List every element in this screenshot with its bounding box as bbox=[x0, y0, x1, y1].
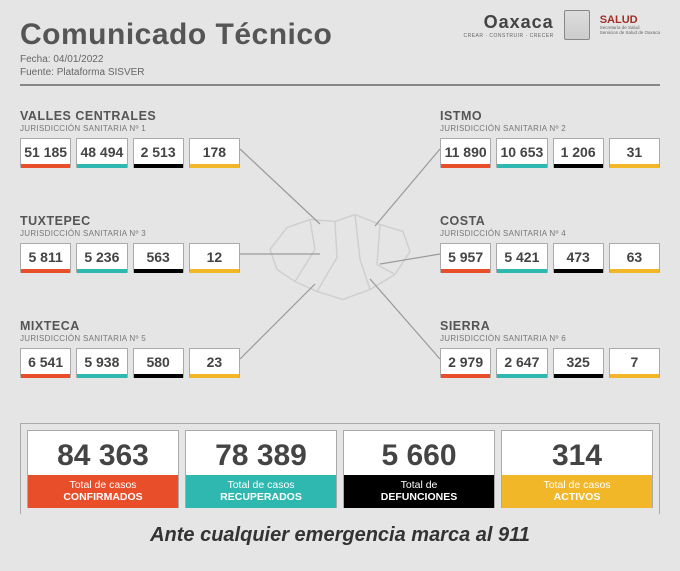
regions-area: VALLES CENTRALESJURISDICCIÓN SANITARIA N… bbox=[20, 104, 660, 409]
logo-oaxaca-text: Oaxaca bbox=[463, 12, 553, 33]
total-activos-label: Total de casos ACTIVOS bbox=[502, 475, 652, 508]
total-defunciones-value: 5 660 bbox=[344, 431, 494, 475]
cell-activos: 12 bbox=[189, 243, 240, 273]
total-activos: 314 Total de casos ACTIVOS bbox=[501, 430, 653, 508]
cell-confirmados: 11 890 bbox=[440, 138, 491, 168]
cell-confirmados: 5 811 bbox=[20, 243, 71, 273]
cell-defunciones: 563 bbox=[133, 243, 184, 273]
cell-confirmados: 6 541 bbox=[20, 348, 71, 378]
cell-recuperados: 2 647 bbox=[496, 348, 547, 378]
total-recuperados-value: 78 389 bbox=[186, 431, 336, 475]
total-confirmados: 84 363 Total de casos CONFIRMADOS bbox=[27, 430, 179, 508]
cell-recuperados: 5 421 bbox=[496, 243, 547, 273]
seal-icon bbox=[564, 10, 590, 40]
region-block: VALLES CENTRALESJURISDICCIÓN SANITARIA N… bbox=[20, 109, 240, 168]
total-defunciones: 5 660 Total de DEFUNCIONES bbox=[343, 430, 495, 508]
region-name: SIERRA bbox=[440, 319, 660, 333]
cell-confirmados: 51 185 bbox=[20, 138, 71, 168]
cell-recuperados: 10 653 bbox=[496, 138, 547, 168]
logos: Oaxaca CREAR · CONSTRUIR · CRECER SALUD … bbox=[463, 10, 660, 40]
meta-date: Fecha: 04/01/2022 bbox=[20, 54, 660, 65]
date-label: Fecha: bbox=[20, 54, 51, 65]
cell-recuperados: 5 938 bbox=[76, 348, 127, 378]
total-confirmados-label: Total de casos CONFIRMADOS bbox=[28, 475, 178, 508]
region-name: ISTMO bbox=[440, 109, 660, 123]
region-cells: 5 9575 42147363 bbox=[440, 243, 660, 273]
source-value: Plataforma SISVER bbox=[57, 67, 145, 78]
region-name: COSTA bbox=[440, 214, 660, 228]
logo-oaxaca: Oaxaca CREAR · CONSTRUIR · CRECER bbox=[463, 12, 553, 39]
region-name: TUXTEPEC bbox=[20, 214, 240, 228]
region-name: MIXTECA bbox=[20, 319, 240, 333]
cell-activos: 7 bbox=[609, 348, 660, 378]
totals-row: 84 363 Total de casos CONFIRMADOS 78 389… bbox=[20, 423, 660, 514]
total-confirmados-value: 84 363 bbox=[28, 431, 178, 475]
region-subtitle: JURISDICCIÓN SANITARIA Nº 2 bbox=[440, 124, 660, 133]
region-subtitle: JURISDICCIÓN SANITARIA Nº 5 bbox=[20, 334, 240, 343]
region-block: COSTAJURISDICCIÓN SANITARIA Nº 4 5 9575 4… bbox=[440, 214, 660, 273]
cell-defunciones: 325 bbox=[553, 348, 604, 378]
header-separator bbox=[20, 84, 660, 86]
region-cells: 51 18548 4942 513178 bbox=[20, 138, 240, 168]
cell-activos: 23 bbox=[189, 348, 240, 378]
total-defunciones-label: Total de DEFUNCIONES bbox=[344, 475, 494, 508]
region-name: VALLES CENTRALES bbox=[20, 109, 240, 123]
region-block: TUXTEPECJURISDICCIÓN SANITARIA Nº 3 5 811… bbox=[20, 214, 240, 273]
cell-defunciones: 1 206 bbox=[553, 138, 604, 168]
region-block: SIERRAJURISDICCIÓN SANITARIA Nº 6 2 9792 … bbox=[440, 319, 660, 378]
region-subtitle: JURISDICCIÓN SANITARIA Nº 1 bbox=[20, 124, 240, 133]
logo-salud: SALUD Secretaría de Salud Servicios de S… bbox=[600, 14, 660, 36]
cell-activos: 178 bbox=[189, 138, 240, 168]
total-recuperados-label: Total de casos RECUPERADOS bbox=[186, 475, 336, 508]
cell-defunciones: 580 bbox=[133, 348, 184, 378]
region-cells: 5 8115 23656312 bbox=[20, 243, 240, 273]
cell-defunciones: 2 513 bbox=[133, 138, 184, 168]
cell-recuperados: 5 236 bbox=[76, 243, 127, 273]
date-value: 04/01/2022 bbox=[53, 54, 103, 65]
cell-defunciones: 473 bbox=[553, 243, 604, 273]
cell-activos: 31 bbox=[609, 138, 660, 168]
cell-activos: 63 bbox=[609, 243, 660, 273]
logo-oaxaca-tagline: CREAR · CONSTRUIR · CRECER bbox=[463, 33, 553, 39]
meta-source: Fuente: Plataforma SISVER bbox=[20, 67, 660, 78]
region-cells: 6 5415 93858023 bbox=[20, 348, 240, 378]
total-recuperados: 78 389 Total de casos RECUPERADOS bbox=[185, 430, 337, 508]
region-subtitle: JURISDICCIÓN SANITARIA Nº 4 bbox=[440, 229, 660, 238]
cell-confirmados: 5 957 bbox=[440, 243, 491, 273]
page: Oaxaca CREAR · CONSTRUIR · CRECER SALUD … bbox=[0, 0, 680, 571]
region-subtitle: JURISDICCIÓN SANITARIA Nº 6 bbox=[440, 334, 660, 343]
region-subtitle: JURISDICCIÓN SANITARIA Nº 3 bbox=[20, 229, 240, 238]
region-block: MIXTECAJURISDICCIÓN SANITARIA Nº 56 5415… bbox=[20, 319, 240, 378]
cell-recuperados: 48 494 bbox=[76, 138, 127, 168]
source-label: Fuente: bbox=[20, 67, 54, 78]
total-activos-value: 314 bbox=[502, 431, 652, 475]
region-cells: 2 9792 6473257 bbox=[440, 348, 660, 378]
region-block: ISTMOJURISDICCIÓN SANITARIA Nº 2 11 89010… bbox=[440, 109, 660, 168]
cell-confirmados: 2 979 bbox=[440, 348, 491, 378]
footer-text: Ante cualquier emergencia marca al 911 bbox=[20, 524, 660, 547]
logo-salud-sub2: Servicios de Salud de Oaxaca bbox=[600, 31, 660, 36]
region-cells: 11 89010 6531 20631 bbox=[440, 138, 660, 168]
